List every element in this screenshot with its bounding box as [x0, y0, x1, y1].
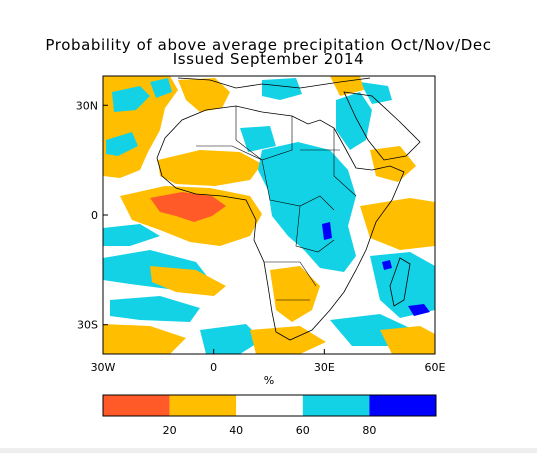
y-tick-label: 30S — [77, 319, 98, 332]
coastlines — [156, 77, 421, 341]
region-above-north-east-africa — [336, 92, 372, 150]
colorbar-tick-label: 80 — [362, 424, 376, 437]
colorbar-bin — [169, 395, 237, 416]
region-below-horn — [370, 146, 416, 182]
x-tick-label: 60E — [425, 361, 446, 374]
region-below-south-atlantic-2 — [103, 324, 186, 354]
probability-field — [103, 76, 435, 354]
region-below-south-indian — [380, 326, 435, 354]
unit-label: % — [264, 374, 274, 387]
arabia-coastline — [343, 91, 421, 161]
footer-strip — [0, 448, 537, 453]
region-below-southern-africa — [270, 266, 320, 322]
region-above-south-atlantic-2 — [110, 296, 200, 322]
region-above-atlantic-north — [112, 86, 150, 112]
madagascar-coastline — [389, 257, 411, 307]
region-above-atlantic-north-2 — [106, 132, 138, 156]
region-above-strong-madagascar — [408, 304, 430, 316]
region-above-strong-mozambique — [382, 260, 392, 270]
colorbar: 20 40 60 80 — [102, 394, 437, 437]
region-above-strong-lake-victoria — [322, 222, 332, 240]
colorbar-bin — [236, 395, 303, 416]
region-below-indian-ocean — [360, 198, 435, 250]
x-tick-label: 30E — [314, 361, 335, 374]
region-above-central-africa — [258, 142, 356, 272]
chart-title-line-1: Probability of above average precipitati… — [45, 36, 492, 54]
region-above-eq-atlantic — [103, 224, 160, 246]
colorbar-tick-label: 20 — [163, 424, 177, 437]
africa-coastline — [156, 105, 405, 341]
region-below-strong-gulf-guinea — [150, 192, 226, 222]
country-borders — [196, 106, 357, 301]
axis-ticks: 30W 0 30E 60E 30N 0 30S% — [76, 99, 446, 387]
region-below-south-atlantic — [150, 266, 226, 296]
region-below-north-africa — [178, 78, 230, 112]
region-above-arabia-2 — [360, 82, 392, 104]
europe-coastline — [177, 77, 371, 89]
colorbar-tick-label: 40 — [229, 424, 243, 437]
colorbar-bin — [369, 395, 436, 416]
chart-title-line-2: Issued September 2014 — [172, 50, 365, 68]
colorbar-bin — [302, 395, 370, 416]
x-tick-label: 0 — [210, 361, 217, 374]
region-above-south-atlantic-3 — [200, 324, 262, 354]
region-above-atlantic-north-3 — [150, 78, 172, 98]
y-tick-label: 30N — [76, 99, 98, 112]
colorbar-tick-label: 60 — [296, 424, 310, 437]
y-tick-label: 0 — [91, 209, 98, 222]
region-below-arabia — [330, 76, 364, 96]
region-above-sahara — [240, 126, 276, 152]
region-below-sahel — [158, 150, 262, 186]
colorbar-frame — [102, 394, 437, 417]
x-tick-label: 30W — [91, 361, 116, 374]
region-below-south-africa — [250, 326, 326, 354]
region-above-arabia — [262, 78, 302, 100]
colorbar-bin — [103, 395, 170, 416]
